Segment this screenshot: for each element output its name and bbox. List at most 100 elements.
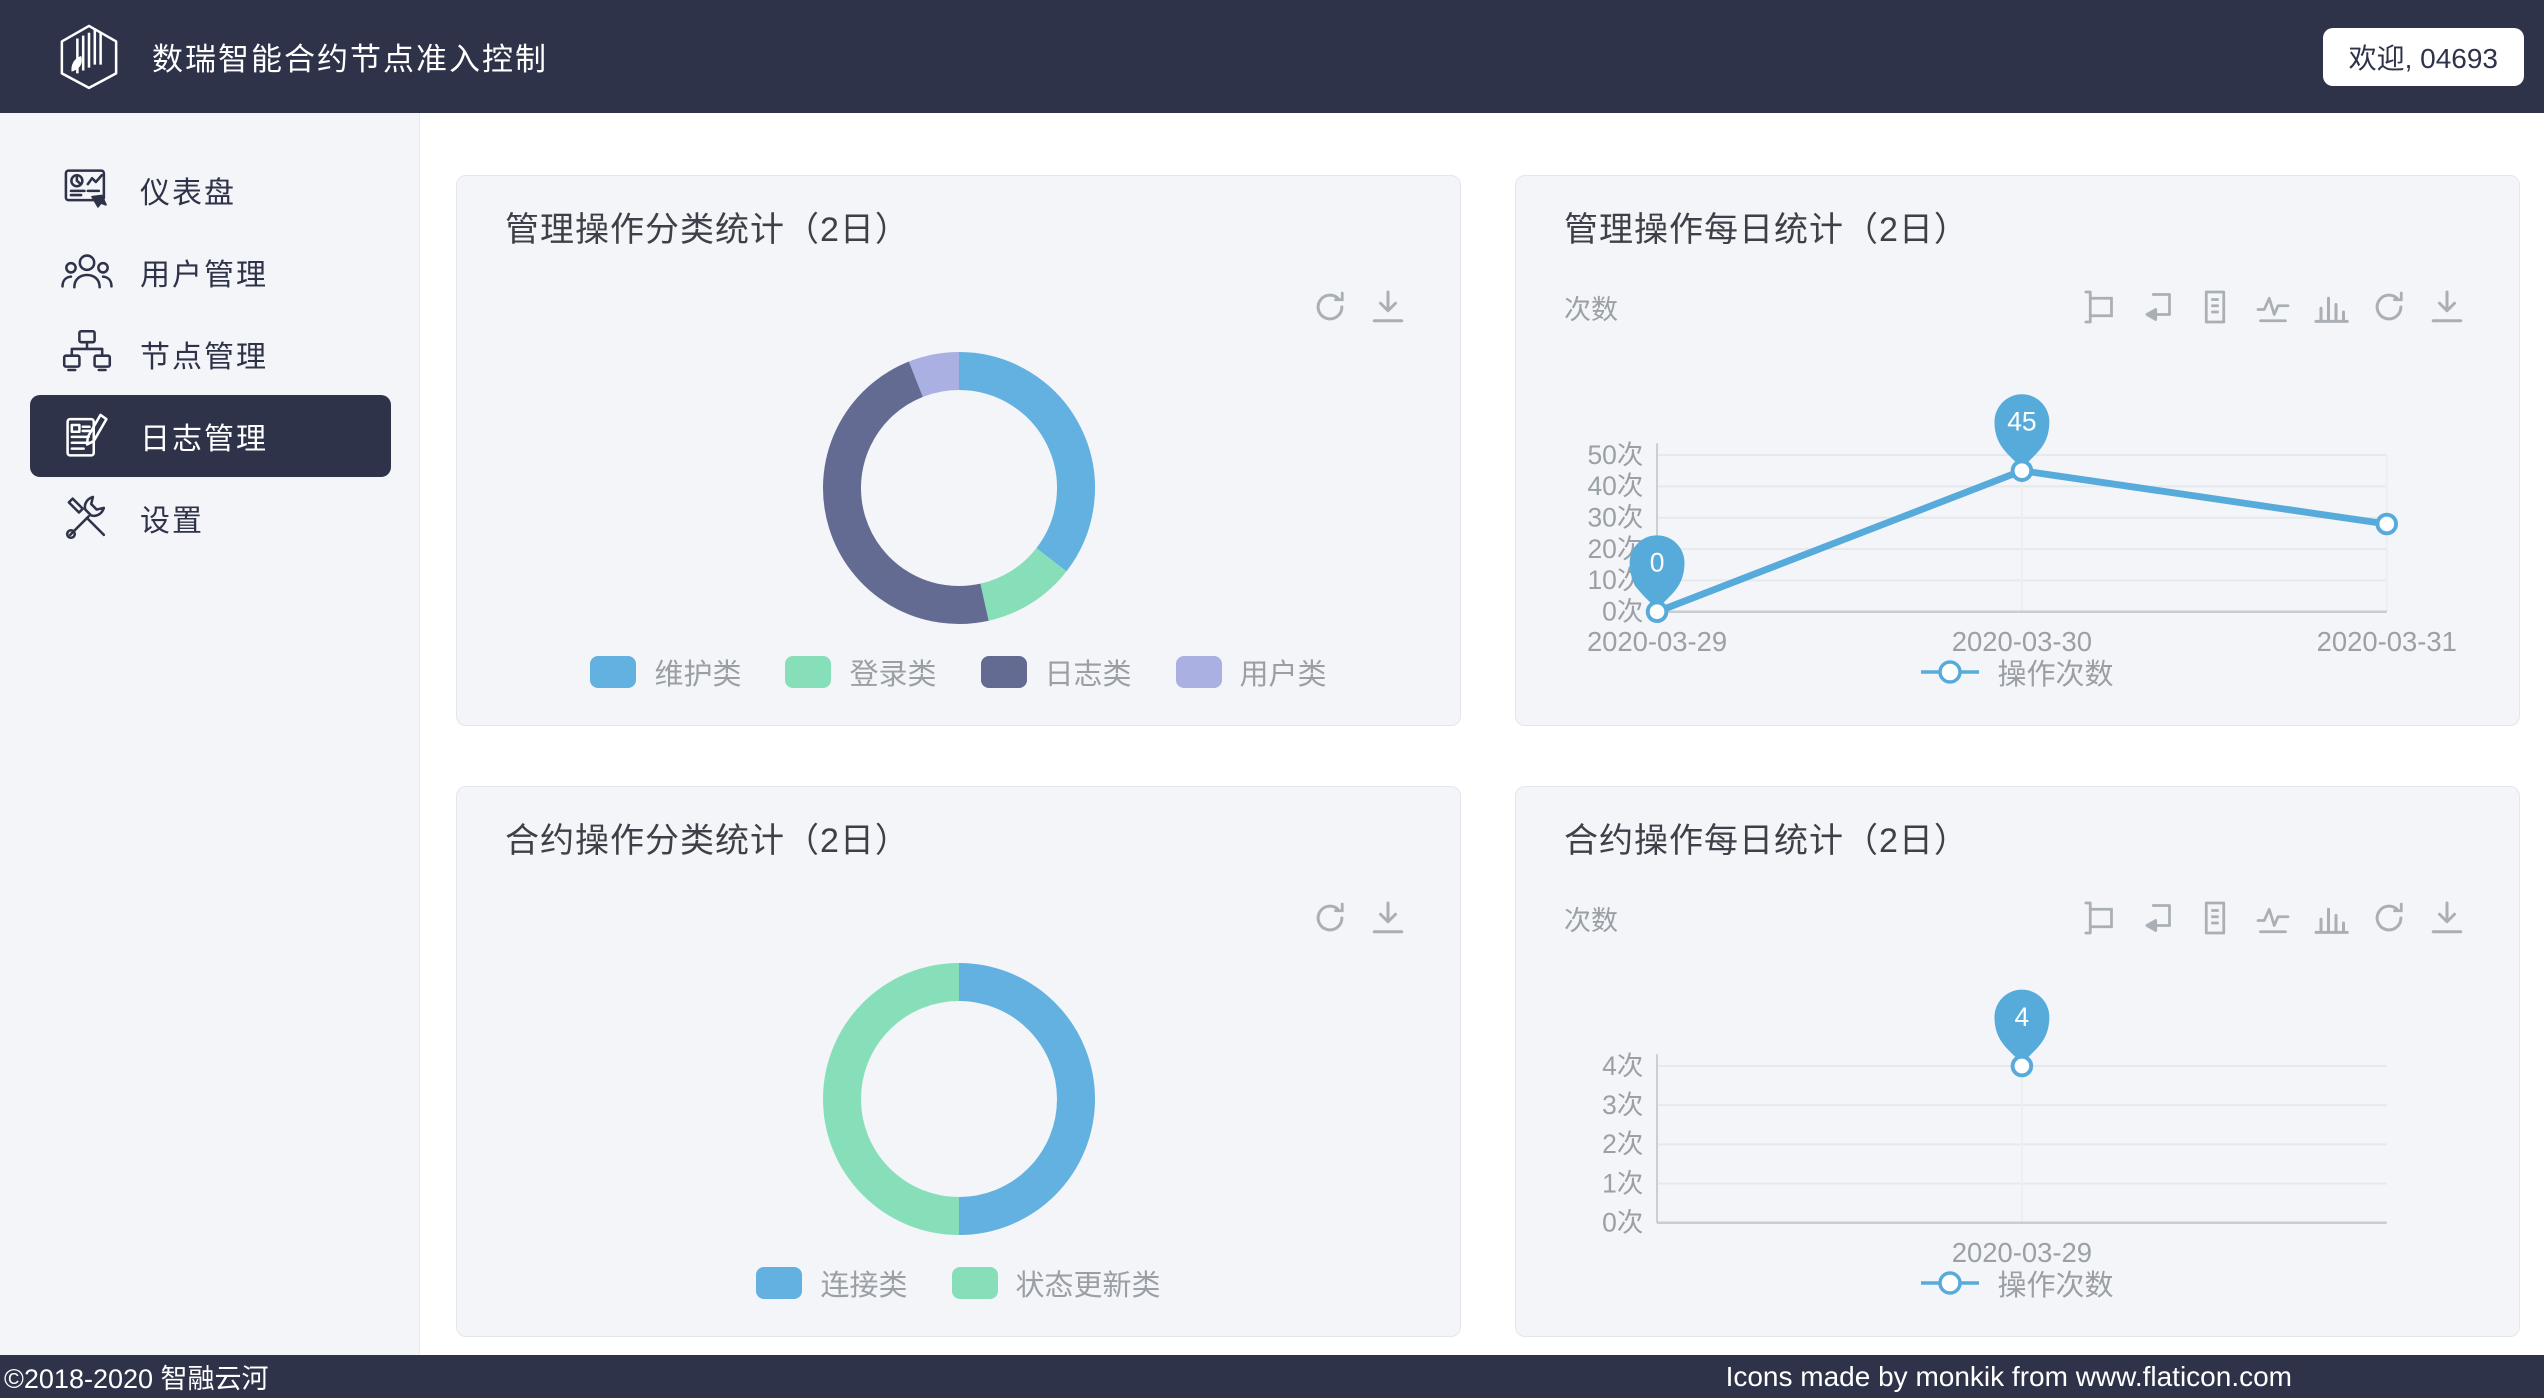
- copyright-text: ©2018-2020 智融云河: [4, 1364, 269, 1394]
- legend-item-登录类[interactable]: 登录类: [785, 651, 937, 693]
- data-view-icon[interactable]: [2195, 898, 2235, 938]
- zoom-reset-icon[interactable]: [2137, 898, 2177, 938]
- legend-label: 登录类: [849, 659, 937, 691]
- card-contract-ops-category: 合约操作分类统计（2日） 连接类 状态更新类: [456, 786, 1461, 1337]
- y-tick-label: 50次: [1587, 440, 1643, 470]
- download-icon[interactable]: [1368, 287, 1408, 327]
- line-series-marker: [1921, 1270, 1980, 1296]
- sidebar-nav: 仪表盘用户管理节点管理日志管理设置: [0, 113, 420, 1355]
- zoom-icon[interactable]: [2079, 898, 2119, 938]
- data-view-icon[interactable]: [2195, 287, 2235, 327]
- donut-slice-登录类[interactable]: [979, 547, 1066, 621]
- card-title: 管理操作每日统计（2日）: [1564, 211, 1969, 249]
- donut-slice-维护类[interactable]: [958, 352, 1095, 572]
- legend-swatch: [785, 656, 832, 688]
- y-tick-label: 3次: [1602, 1090, 1643, 1120]
- zoom-icon[interactable]: [2079, 287, 2119, 327]
- sidebar-item-label: 日志管理: [140, 423, 268, 456]
- svg-text:45: 45: [2007, 407, 2036, 437]
- data-pin-label: 45: [1994, 394, 2050, 471]
- legend-item-日志类[interactable]: 日志类: [980, 651, 1132, 693]
- y-tick-label: 0次: [1602, 1208, 1643, 1238]
- svg-text:0: 0: [1650, 548, 1665, 578]
- sidebar-item-logs[interactable]: 日志管理: [30, 395, 391, 477]
- card-title: 合约操作每日统计（2日）: [1564, 822, 1969, 860]
- legend-label: 用户类: [1239, 659, 1327, 691]
- line-chart-icon[interactable]: [2253, 898, 2293, 938]
- x-tick-label: 2020-03-29: [1587, 626, 1727, 657]
- y-tick-label: 2次: [1602, 1129, 1643, 1159]
- welcome-user-button[interactable]: 欢迎, 04693: [2322, 27, 2524, 86]
- data-pin-label: 0: [1629, 535, 1685, 612]
- line-series-marker: [1921, 659, 1980, 685]
- svg-text:4: 4: [2015, 1002, 2030, 1032]
- footer-bar: ©2018-2020 智融云河 Icons made by monkik fro…: [0, 1355, 2544, 1398]
- donut-slice-状态更新类[interactable]: [822, 963, 959, 1235]
- sidebar-item-label: 节点管理: [140, 341, 268, 374]
- top-header-bar: 数瑞智能合约节点准入控制 欢迎, 04693: [0, 0, 2544, 113]
- legend-swatch: [980, 656, 1027, 688]
- sidebar-item-users[interactable]: 用户管理: [30, 231, 391, 313]
- legend-label: 操作次数: [1997, 1270, 2114, 1302]
- legend-label: 日志类: [1044, 659, 1132, 691]
- sidebar-item-label: 设置: [140, 505, 204, 538]
- card-admin-ops-daily: 管理操作每日统计（2日） 次数 0次 10次 20次 30次 40次 50次 2020-03…: [1515, 175, 2520, 726]
- legend-swatch: [951, 1267, 998, 1299]
- download-icon[interactable]: [1368, 898, 1408, 938]
- legend-swatch: [590, 656, 637, 688]
- line-chart-contract-daily: 0次 1次 2次 3次 4次 2020-03-29 4: [1564, 940, 2471, 1268]
- donut-slice-日志类[interactable]: [822, 361, 989, 624]
- donut-slice-用户类[interactable]: [908, 352, 960, 398]
- legend-item-操作次数[interactable]: 操作次数: [1921, 1262, 2114, 1304]
- x-tick-label: 2020-03-31: [2317, 626, 2457, 657]
- main-content: 管理操作分类统计（2日） 维护类 登录类 日志类 用户类 管理操作每日统计（2日） 次…: [420, 113, 2544, 1355]
- download-icon[interactable]: [2427, 287, 2467, 327]
- y-axis-name: 次数: [1564, 905, 1618, 936]
- refresh-icon[interactable]: [1310, 287, 1350, 327]
- x-tick-label: 2020-03-29: [1952, 1237, 2092, 1268]
- users-icon: [60, 245, 114, 299]
- legend-item-操作次数[interactable]: 操作次数: [1921, 651, 2114, 693]
- donut-chart-contract-ops: [505, 940, 1412, 1258]
- data-point[interactable]: [1645, 600, 1669, 624]
- data-point[interactable]: [2010, 1054, 2034, 1078]
- sidebar-item-settings[interactable]: 设置: [30, 477, 391, 559]
- sidebar-item-dashboard[interactable]: 仪表盘: [30, 149, 391, 231]
- legend-label: 维护类: [654, 659, 742, 691]
- legend-swatch: [1175, 656, 1222, 688]
- refresh-icon[interactable]: [1310, 898, 1350, 938]
- y-tick-label: 4次: [1602, 1051, 1643, 1081]
- zoom-reset-icon[interactable]: [2137, 287, 2177, 327]
- legend-item-连接类[interactable]: 连接类: [756, 1262, 908, 1304]
- data-pin-label: 4: [1994, 989, 2050, 1067]
- card-contract-ops-daily: 合约操作每日统计（2日） 次数 0次 1次 2次 3次 4次 2020-03-29 4 操作…: [1515, 786, 2520, 1337]
- donut-chart-admin-ops: [505, 329, 1412, 647]
- line-chart-admin-daily: 0次 10次 20次 30次 40次 50次 2020-03-29 2020-03-30 202…: [1564, 329, 2471, 657]
- y-tick-label: 1次: [1602, 1168, 1643, 1198]
- download-icon[interactable]: [2427, 898, 2467, 938]
- icons-credit-text: Icons made by monkik from www.flaticon.c…: [1725, 1360, 2292, 1392]
- legend-label: 连接类: [820, 1270, 908, 1302]
- app-title: 数瑞智能合约节点准入控制: [152, 42, 548, 77]
- data-point[interactable]: [2375, 512, 2399, 536]
- bar-chart-icon[interactable]: [2311, 898, 2351, 938]
- bar-chart-icon[interactable]: [2311, 287, 2351, 327]
- dashboard-icon: [60, 163, 114, 217]
- y-tick-label: 40次: [1587, 471, 1643, 501]
- sidebar-item-nodes[interactable]: 节点管理: [30, 313, 391, 395]
- refresh-icon[interactable]: [2369, 898, 2409, 938]
- legend-swatch: [756, 1267, 803, 1299]
- sidebar-item-label: 仪表盘: [140, 177, 236, 210]
- refresh-icon[interactable]: [2369, 287, 2409, 327]
- legend-label: 状态更新类: [1015, 1270, 1161, 1302]
- line-chart-icon[interactable]: [2253, 287, 2293, 327]
- donut-slice-连接类[interactable]: [958, 963, 1095, 1235]
- sidebar-item-label: 用户管理: [140, 259, 268, 292]
- legend-item-用户类[interactable]: 用户类: [1175, 651, 1327, 693]
- data-point[interactable]: [2010, 459, 2034, 482]
- hexagon-book-logo-icon: [58, 23, 120, 91]
- legend-item-维护类[interactable]: 维护类: [590, 651, 741, 693]
- legend-item-状态更新类[interactable]: 状态更新类: [951, 1262, 1161, 1304]
- legend-label: 操作次数: [1997, 659, 2114, 691]
